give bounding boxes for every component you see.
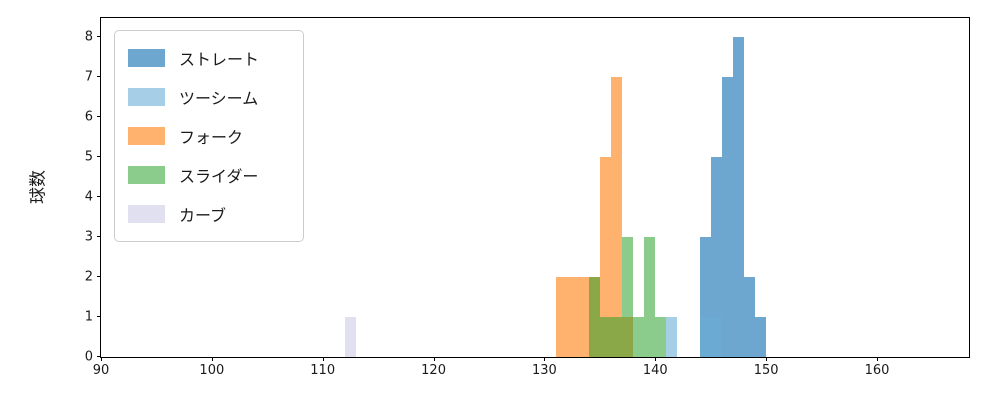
- y-tick-label: 0: [84, 349, 93, 365]
- hist-bar: [644, 236, 656, 357]
- hist-bar: [610, 316, 622, 357]
- hist-bar: [743, 276, 756, 357]
- hist-bar: [755, 316, 767, 357]
- legend-entry: カーブ: [128, 202, 285, 226]
- hist-bar: [710, 156, 722, 357]
- x-tick-mark: [544, 357, 546, 361]
- hist-bar: [710, 316, 722, 357]
- y-tick-label: 6: [84, 109, 93, 125]
- legend-entry: スライダー: [128, 163, 285, 187]
- hist-bar: [555, 276, 567, 357]
- x-tick-label: 90: [92, 363, 110, 378]
- legend-patch: [128, 166, 165, 184]
- x-tick-label: 140: [642, 363, 668, 378]
- y-tick-mark: [97, 155, 101, 157]
- hist-bar: [655, 316, 667, 357]
- x-tick-mark: [876, 357, 878, 361]
- hist-bar: [622, 236, 634, 357]
- y-tick-mark: [97, 75, 101, 77]
- hist-bar: [588, 276, 600, 357]
- hist-bar: [344, 316, 356, 357]
- y-tick-mark: [97, 356, 101, 357]
- y-tick-label: 1: [84, 309, 93, 325]
- y-tick-label: 2: [84, 269, 93, 285]
- y-tick-label: 4: [84, 189, 93, 205]
- legend-label: フォーク: [179, 128, 244, 147]
- x-tick-mark: [101, 357, 102, 361]
- x-tick-label: 100: [199, 363, 225, 378]
- x-tick-mark: [211, 357, 213, 361]
- legend-entry: フォーク: [128, 124, 285, 148]
- y-tick-label: 8: [84, 29, 93, 45]
- legend-patch: [128, 205, 165, 223]
- legend-patch: [128, 127, 165, 145]
- hist-bar: [732, 36, 744, 357]
- legend-label: ストレート: [179, 50, 260, 69]
- y-tick-mark: [97, 115, 101, 117]
- y-tick-mark: [97, 315, 101, 317]
- y-tick-mark: [97, 35, 101, 37]
- hist-bar: [577, 276, 589, 357]
- y-axis-label: 球数: [28, 170, 49, 204]
- hist-bar: [566, 276, 578, 357]
- hist-bar: [599, 156, 611, 357]
- legend-entry: ストレート: [128, 46, 285, 70]
- y-tick-mark: [97, 275, 101, 277]
- hist-bar: [699, 236, 711, 357]
- x-tick-mark: [322, 357, 324, 361]
- hist-bar: [633, 316, 645, 357]
- x-tick-mark: [655, 357, 657, 361]
- legend-label: ツーシーム: [179, 89, 259, 108]
- hist-bar: [599, 316, 611, 357]
- x-tick-label: 130: [532, 363, 557, 378]
- x-tick-label: 160: [864, 363, 890, 378]
- y-tick-label: 3: [84, 229, 93, 245]
- hist-bar: [699, 316, 711, 357]
- legend-entry: ツーシーム: [128, 85, 285, 109]
- hist-bar: [721, 76, 733, 357]
- x-tick-mark: [433, 357, 435, 361]
- x-tick-label: 150: [753, 363, 779, 378]
- x-tick-mark: [766, 357, 768, 361]
- legend: ストレートツーシームフォークスライダーカーブ: [114, 30, 304, 242]
- y-tick-mark: [97, 235, 101, 237]
- hist-bar: [666, 316, 678, 357]
- legend-label: スライダー: [179, 167, 259, 186]
- legend-patch: [128, 49, 165, 67]
- y-tick-mark: [97, 195, 101, 197]
- plot-area: ストレート ツーシーム フォーク スライダー カーブ 90 100 110 120 130 140…: [85, 17, 970, 378]
- hist-bar: [610, 76, 622, 357]
- x-tick-label: 120: [421, 363, 446, 378]
- legend-patch: [128, 88, 165, 106]
- y-tick-label: 5: [84, 149, 93, 165]
- legend-label: カーブ: [179, 206, 227, 225]
- x-tick-label: 110: [310, 363, 336, 378]
- y-tick-label: 7: [84, 69, 93, 85]
